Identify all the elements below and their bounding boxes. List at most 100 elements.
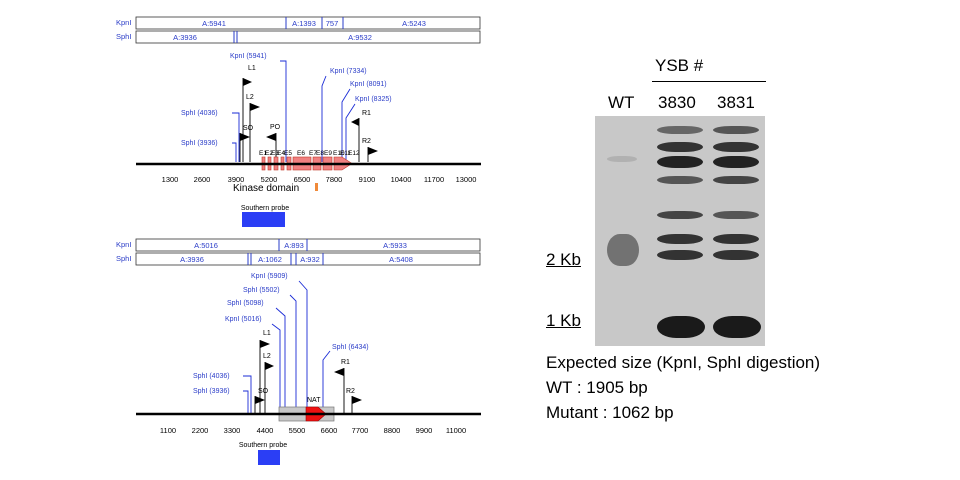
axis-tick: 8800 xyxy=(384,426,401,435)
primer-flag-icon xyxy=(255,396,265,404)
primer-label: R1 xyxy=(341,359,350,366)
axis-tick: 9900 xyxy=(416,426,433,435)
axis-tick: 5500 xyxy=(289,426,306,435)
exon-label: E1 xyxy=(259,150,267,157)
sphi-fragment-label: A:932 xyxy=(300,255,320,264)
caption-line: Mutant : 1062 bp xyxy=(546,403,674,422)
nat-label: NAT xyxy=(307,397,321,404)
caption-line: Expected size (KpnI, SphI digestion) xyxy=(546,353,821,372)
site-line xyxy=(232,142,237,162)
blot-image xyxy=(595,116,765,346)
site-label: SphI (4036) xyxy=(181,110,218,117)
primer-flag-icon xyxy=(334,368,344,376)
site-callouts: KpnI (5909) SphI (5502) SphI (5098) KpnI… xyxy=(193,273,369,413)
mutant-band xyxy=(657,316,705,338)
axis-tick: 4400 xyxy=(257,426,274,435)
lane-band xyxy=(713,211,759,219)
site-label: SphI (5098) xyxy=(227,300,264,307)
sphi-row-label: SphI xyxy=(116,32,131,41)
site-label: SphI (6434) xyxy=(332,344,369,351)
lane-band xyxy=(713,126,759,134)
axis-tick: 9100 xyxy=(359,175,376,184)
primer-flag-icon xyxy=(243,78,252,86)
primer-label: PO xyxy=(270,124,281,131)
axis-tick: 10400 xyxy=(391,175,412,184)
site-line xyxy=(322,350,331,413)
exon-label: E6 xyxy=(297,150,305,157)
kpni-fragment-bar xyxy=(135,16,481,30)
site-line xyxy=(345,103,356,162)
site-callouts: KpnI (5941) KpnI (7334) KpnI (8091) KpnI… xyxy=(181,53,392,162)
axis-tick: 7700 xyxy=(352,426,369,435)
sphi-fragment-label: A:9532 xyxy=(348,33,372,42)
exon-label: E9 xyxy=(324,150,332,157)
lane-label-3830: 3830 xyxy=(658,93,696,112)
site-label: SphI (4036) xyxy=(193,373,230,380)
lane-band xyxy=(657,234,703,244)
axis-tick: 3900 xyxy=(228,175,245,184)
axis-tick: 6600 xyxy=(321,426,338,435)
lane-band xyxy=(713,234,759,244)
primer-label: R1 xyxy=(362,110,371,117)
kpni-fragment-label: A:5243 xyxy=(402,19,426,28)
exon-label: E8 xyxy=(316,150,324,157)
lane-band xyxy=(713,250,759,260)
exon-label: E3 xyxy=(271,150,279,157)
lane-band xyxy=(713,176,759,184)
sphi-fragment-label: A:3936 xyxy=(173,33,197,42)
probe-label: Southern probe xyxy=(239,442,287,449)
site-label: KpnI (8325) xyxy=(355,96,392,103)
site-line xyxy=(232,112,240,162)
caption-line: WT : 1905 bp xyxy=(546,378,648,397)
kpni-fragment-label: A:5941 xyxy=(202,19,226,28)
lane-band xyxy=(657,156,703,168)
exon-label: E12 xyxy=(348,150,360,157)
exon-labels: E1 E2 E3 E4 E5 E6 E7 E8 E9 E10 E11 E12 xyxy=(259,150,360,157)
sphi-row-label: SphI xyxy=(116,254,131,263)
primer-flag-icon xyxy=(352,396,362,404)
sphi-fragment-label: A:5408 xyxy=(389,255,413,264)
primer-flag-icon xyxy=(351,118,359,126)
site-label: KpnI (5909) xyxy=(251,273,288,280)
primer-flag-icon xyxy=(260,340,270,348)
site-line xyxy=(243,375,252,413)
site-line xyxy=(271,323,281,413)
probe-label: Southern probe xyxy=(241,205,289,212)
lane-band xyxy=(713,142,759,152)
lane-band xyxy=(657,211,703,219)
lane-label-wt: WT xyxy=(608,93,635,112)
primer-flag-icon xyxy=(265,362,274,370)
primer-label: L2 xyxy=(263,353,271,360)
site-line xyxy=(289,294,297,413)
exon-label: E4 xyxy=(277,150,285,157)
exon-label: E7 xyxy=(309,150,317,157)
lane-band xyxy=(713,156,759,168)
wild-type-map: KpnI SphI A:5941 A:1393 757 A:5243 A:393… xyxy=(116,16,481,227)
mutant-map: KpnI SphI A:5016 A:893 A:5933 A:3936 A:1… xyxy=(116,238,481,465)
primers: L1 L2 SO NAT R1 R2 xyxy=(254,330,362,413)
axis-tick: 11700 xyxy=(424,175,444,184)
kpni-fragment-label: 757 xyxy=(326,19,339,28)
axis-tick: 5200 xyxy=(261,175,278,184)
mutant-band xyxy=(713,316,761,338)
sphi-fragment-bar xyxy=(135,30,481,44)
sphi-fragment-label: A:1062 xyxy=(258,255,282,264)
lane-band xyxy=(657,250,703,260)
primer-flag-icon xyxy=(240,133,250,141)
site-line xyxy=(341,88,351,162)
primer-flag-icon xyxy=(368,147,378,155)
sphi-fragment-bar xyxy=(135,252,481,266)
kinase-domain-label: Kinase domain xyxy=(233,183,299,194)
site-line xyxy=(321,75,327,162)
axis-tick: 2600 xyxy=(194,175,211,184)
axis-tick: 1300 xyxy=(162,175,179,184)
southern-blot-panel: YSB # WT 3830 3831 2 Kb 1 Kb Expected si… xyxy=(540,50,870,450)
primer-label: L1 xyxy=(263,330,271,337)
axis-tick: 3300 xyxy=(224,426,241,435)
site-line xyxy=(280,60,287,162)
site-line xyxy=(243,390,249,413)
lane-band xyxy=(657,142,703,152)
site-label: SphI (5502) xyxy=(243,287,280,294)
exon-label: E10 xyxy=(333,150,345,157)
